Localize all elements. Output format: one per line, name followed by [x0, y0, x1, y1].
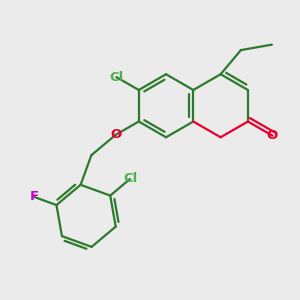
Text: O: O: [267, 129, 278, 142]
Text: Cl: Cl: [109, 70, 124, 84]
Text: F: F: [30, 190, 39, 203]
Text: O: O: [110, 128, 121, 141]
Text: Cl: Cl: [123, 172, 137, 185]
